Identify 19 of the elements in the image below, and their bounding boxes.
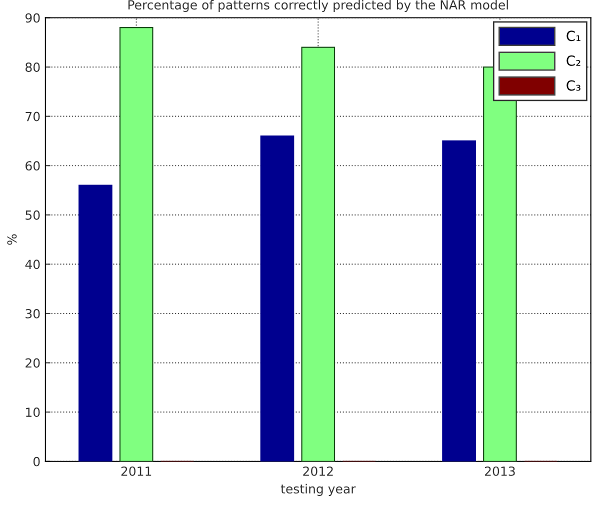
y-tick-label: 80 xyxy=(26,62,40,72)
y-tick-label: 20 xyxy=(26,358,40,368)
y-tick-label: 30 xyxy=(26,308,40,318)
y-tick-label: 0 xyxy=(33,456,40,466)
legend-label: C₂ xyxy=(566,55,580,66)
legend-label: C₃ xyxy=(566,80,580,91)
y-tick-label: 60 xyxy=(26,161,40,171)
legend-label: C₁ xyxy=(566,30,580,42)
chart-title: Percentage of patterns correctly predicted by the NAR model xyxy=(128,0,508,12)
x-tick-label: 2011 xyxy=(121,466,152,476)
y-tick-label: 70 xyxy=(26,112,40,122)
y-tick-label: 90 xyxy=(25,13,40,23)
y-tick-label: 10 xyxy=(26,408,40,418)
y-axis-title: % xyxy=(7,234,17,245)
y-tick-label: 50 xyxy=(26,210,40,220)
x-tick-label: 2013 xyxy=(484,466,515,476)
x-tick-label: 2012 xyxy=(303,466,333,476)
y-tick-label: 40 xyxy=(25,260,40,270)
x-axis-title: testing year xyxy=(280,484,356,496)
